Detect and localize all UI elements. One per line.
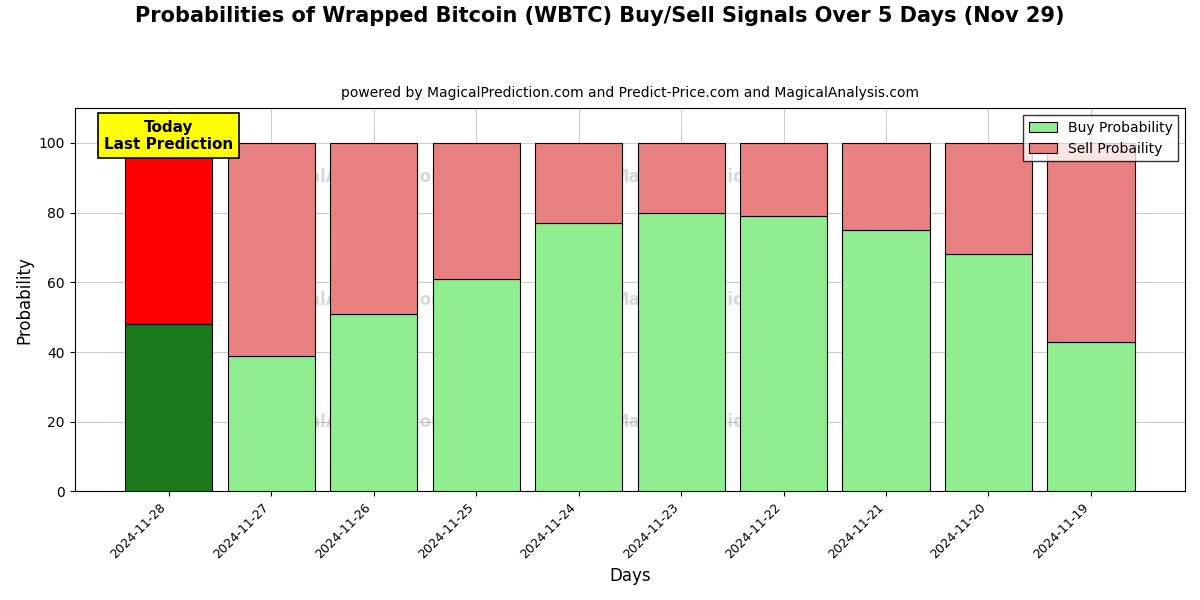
Bar	[740, 216, 827, 491]
Bar	[1048, 143, 1134, 341]
Bar	[535, 143, 622, 223]
Text: Today
Last Prediction: Today Last Prediction	[104, 119, 233, 152]
Text: MagicalAnalysis.com: MagicalAnalysis.com	[254, 413, 450, 431]
Text: MagicalPrediction.com: MagicalPrediction.com	[612, 168, 826, 186]
Text: MagicalAnalysis.com: MagicalAnalysis.com	[254, 168, 450, 186]
Text: MagicalAnalysis.com: MagicalAnalysis.com	[254, 291, 450, 309]
Bar	[637, 212, 725, 491]
X-axis label: Days: Days	[610, 567, 650, 585]
Title: powered by MagicalPrediction.com and Predict-Price.com and MagicalAnalysis.com: powered by MagicalPrediction.com and Pre…	[341, 86, 919, 100]
Bar	[842, 143, 930, 230]
Bar	[228, 356, 314, 491]
Text: MagicalPrediction.com: MagicalPrediction.com	[612, 291, 826, 309]
Text: MagicalPrediction.com: MagicalPrediction.com	[612, 413, 826, 431]
Bar	[842, 230, 930, 491]
Bar	[1048, 341, 1134, 491]
Bar	[228, 143, 314, 356]
Text: Probabilities of Wrapped Bitcoin (WBTC) Buy/Sell Signals Over 5 Days (Nov 29): Probabilities of Wrapped Bitcoin (WBTC) …	[136, 6, 1064, 26]
Y-axis label: Probability: Probability	[16, 256, 34, 344]
Legend: Buy Probability, Sell Probaility: Buy Probability, Sell Probaility	[1024, 115, 1178, 161]
Bar	[637, 143, 725, 212]
Bar	[535, 223, 622, 491]
Bar	[740, 143, 827, 216]
Bar	[432, 143, 520, 279]
Bar	[125, 143, 212, 324]
Bar	[432, 279, 520, 491]
Bar	[125, 324, 212, 491]
Bar	[330, 314, 418, 491]
Bar	[330, 143, 418, 314]
Bar	[944, 143, 1032, 254]
Bar	[944, 254, 1032, 491]
